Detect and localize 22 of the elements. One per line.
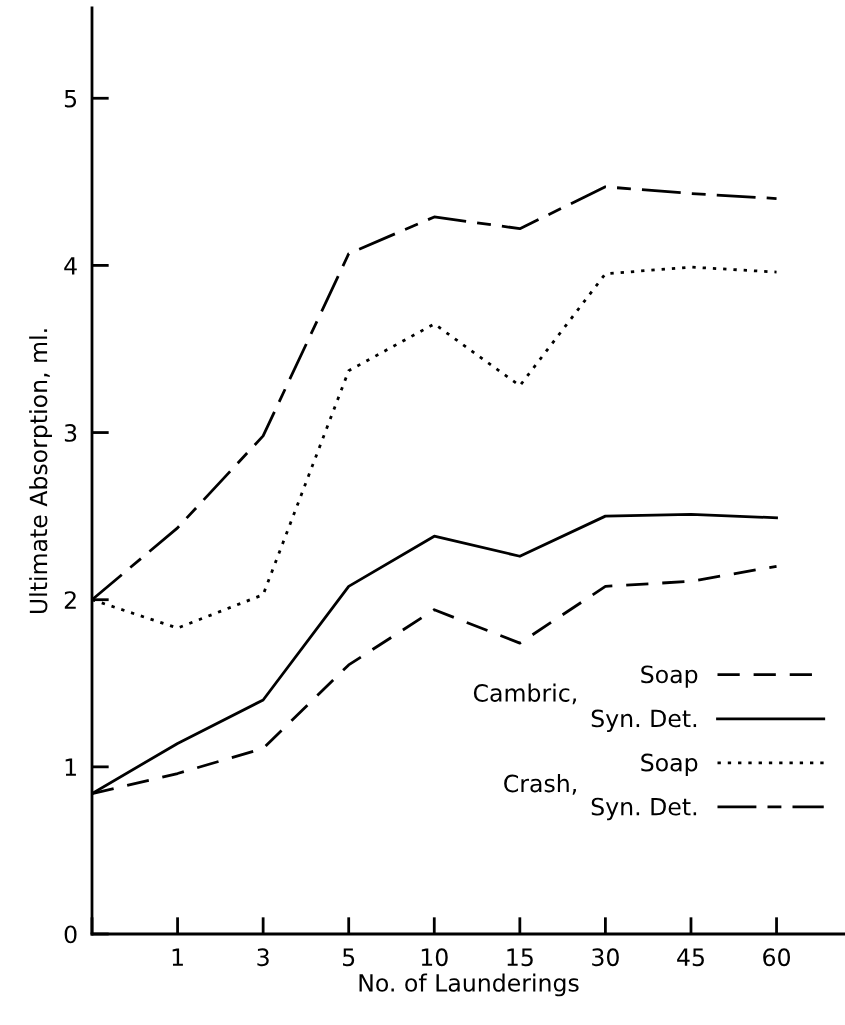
y-tick-label: 1 — [65, 758, 76, 776]
y-tick-label: 4 — [64, 257, 77, 275]
y-axis-title: Ultimate Absorption, ml. — [29, 329, 52, 614]
y-tick-label: 0 — [64, 925, 77, 944]
x-tick-label: 10 — [421, 948, 448, 967]
legend-label: Syn. Det. — [591, 709, 697, 732]
annotation: Crash, — [504, 774, 576, 795]
legend-label: Soap — [641, 665, 698, 688]
x-tick-label: 30 — [592, 948, 619, 967]
x-tick-label: 1 — [172, 948, 183, 966]
y-tick-label: 3 — [64, 424, 77, 442]
x-tick-label: 60 — [763, 948, 790, 967]
legend-label: Soap — [641, 753, 698, 777]
annotation: Cambric, — [473, 683, 576, 705]
x-tick-label: 15 — [507, 948, 533, 967]
y-tick-label: 5 — [64, 90, 77, 108]
legend-label: Syn. Det. — [591, 797, 697, 821]
y-tick-label: 2 — [64, 591, 76, 609]
x-axis-title: No. of Launderings — [359, 973, 579, 997]
x-tick-label: 45 — [677, 948, 704, 967]
x-tick-label: 5 — [343, 948, 355, 967]
x-tick-label: 3 — [257, 948, 269, 967]
